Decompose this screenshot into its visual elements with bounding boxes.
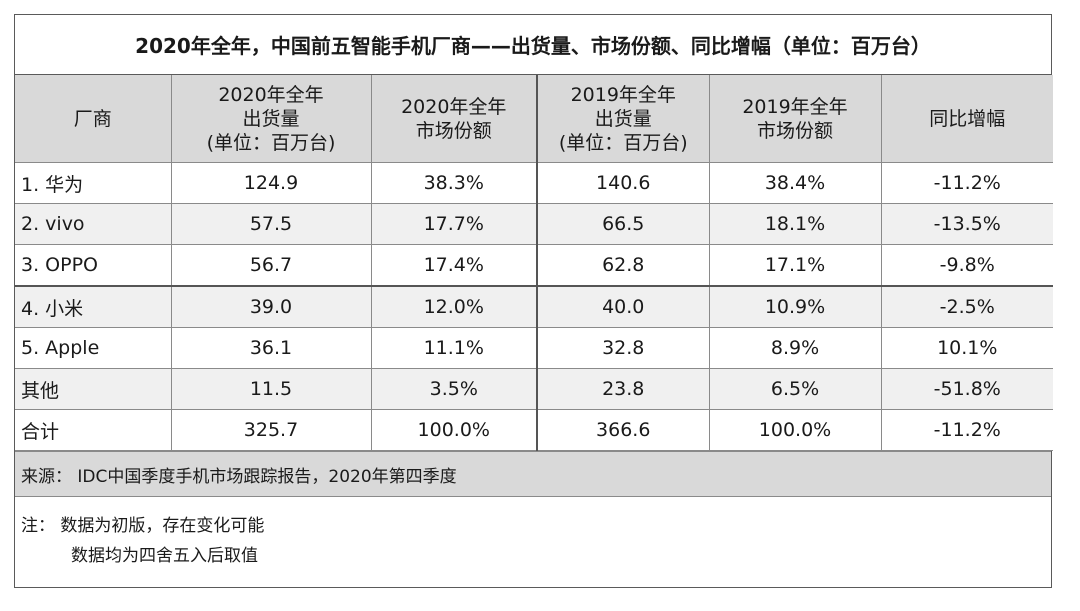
vendor-cell: 合计 <box>15 409 172 451</box>
ship-2020-cell: 36.1 <box>170 327 372 369</box>
ship-2019-cell: 40.0 <box>536 285 710 328</box>
vendor-cell: 其他 <box>15 368 172 410</box>
share-2019-cell: 17.1% <box>708 244 882 287</box>
vendor-cell: 1. 华为 <box>15 162 172 204</box>
table-title: 2020年全年，中国前五智能手机厂商——出货量、市场份额、同比增幅（单位：百万台… <box>15 15 1051 75</box>
table-row: 2. vivo 57.5 17.7% 66.5 18.1% -13.5% <box>15 203 1053 245</box>
yoy-cell: 10.1% <box>880 327 1053 369</box>
data-table-container: 2020年全年，中国前五智能手机厂商——出货量、市场份额、同比增幅（单位：百万台… <box>14 14 1053 588</box>
header-yoy: 同比增幅 <box>880 75 1053 163</box>
vendor-cell: 3. OPPO <box>15 244 172 287</box>
header-share-2020: 2020年全年 市场份额 <box>370 75 538 163</box>
share-2020-cell: 38.3% <box>370 162 538 204</box>
shipment-table: 厂商 2020年全年 出货量 (单位：百万台) 2020年全年 市场份额 201… <box>15 75 1053 451</box>
header-row: 厂商 2020年全年 出货量 (单位：百万台) 2020年全年 市场份额 201… <box>15 75 1053 163</box>
share-2020-cell: 12.0% <box>370 285 538 328</box>
table-row-total: 合计 325.7 100.0% 366.6 100.0% -11.2% <box>15 409 1053 451</box>
share-2020-cell: 11.1% <box>370 327 538 369</box>
vendor-cell: 4. 小米 <box>15 285 172 328</box>
share-2020-cell: 3.5% <box>370 368 538 410</box>
ship-2019-cell: 32.8 <box>536 327 710 369</box>
yoy-cell: -51.8% <box>880 368 1053 410</box>
yoy-cell: -2.5% <box>880 285 1053 328</box>
header-share-2019: 2019年全年 市场份额 <box>708 75 882 163</box>
ship-2020-cell: 57.5 <box>170 203 372 245</box>
ship-2020-cell: 124.9 <box>170 162 372 204</box>
share-2019-cell: 10.9% <box>708 285 882 328</box>
share-2019-cell: 100.0% <box>708 409 882 451</box>
ship-2020-cell: 56.7 <box>170 244 372 287</box>
ship-2019-cell: 23.8 <box>536 368 710 410</box>
ship-2020-cell: 39.0 <box>170 285 372 328</box>
ship-2019-cell: 62.8 <box>536 244 710 287</box>
footnote: 注： 数据为初版，存在变化可能 数据均为四舍五入后取值 <box>15 497 1051 571</box>
ship-2020-cell: 11.5 <box>170 368 372 410</box>
header-vendor: 厂商 <box>15 75 172 163</box>
footnote-line-1: 注： 数据为初版，存在变化可能 <box>21 516 265 536</box>
ship-2019-cell: 366.6 <box>536 409 710 451</box>
ship-2019-cell: 66.5 <box>536 203 710 245</box>
vendor-cell: 2. vivo <box>15 203 172 245</box>
share-2019-cell: 38.4% <box>708 162 882 204</box>
table-row: 其他 11.5 3.5% 23.8 6.5% -51.8% <box>15 368 1053 410</box>
table-row: 3. OPPO 56.7 17.4% 62.8 17.1% -9.8% <box>15 244 1053 287</box>
vendor-cell: 5. Apple <box>15 327 172 369</box>
share-2020-cell: 17.4% <box>370 244 538 287</box>
yoy-cell: -9.8% <box>880 244 1053 287</box>
table-row: 5. Apple 36.1 11.1% 32.8 8.9% 10.1% <box>15 327 1053 369</box>
share-2019-cell: 18.1% <box>708 203 882 245</box>
yoy-cell: -11.2% <box>880 162 1053 204</box>
header-ship-2020: 2020年全年 出货量 (单位：百万台) <box>170 75 372 163</box>
table-row: 1. 华为 124.9 38.3% 140.6 38.4% -11.2% <box>15 162 1053 204</box>
source-line: 来源： IDC中国季度手机市场跟踪报告，2020年第四季度 <box>15 451 1051 497</box>
ship-2019-cell: 140.6 <box>536 162 710 204</box>
table-row: 4. 小米 39.0 12.0% 40.0 10.9% -2.5% <box>15 285 1053 328</box>
share-2020-cell: 17.7% <box>370 203 538 245</box>
footnote-line-2: 数据均为四舍五入后取值 <box>71 546 258 566</box>
share-2019-cell: 6.5% <box>708 368 882 410</box>
share-2019-cell: 8.9% <box>708 327 882 369</box>
yoy-cell: -11.2% <box>880 409 1053 451</box>
ship-2020-cell: 325.7 <box>170 409 372 451</box>
yoy-cell: -13.5% <box>880 203 1053 245</box>
share-2020-cell: 100.0% <box>370 409 538 451</box>
header-ship-2019: 2019年全年 出货量 (单位：百万台) <box>536 75 710 163</box>
